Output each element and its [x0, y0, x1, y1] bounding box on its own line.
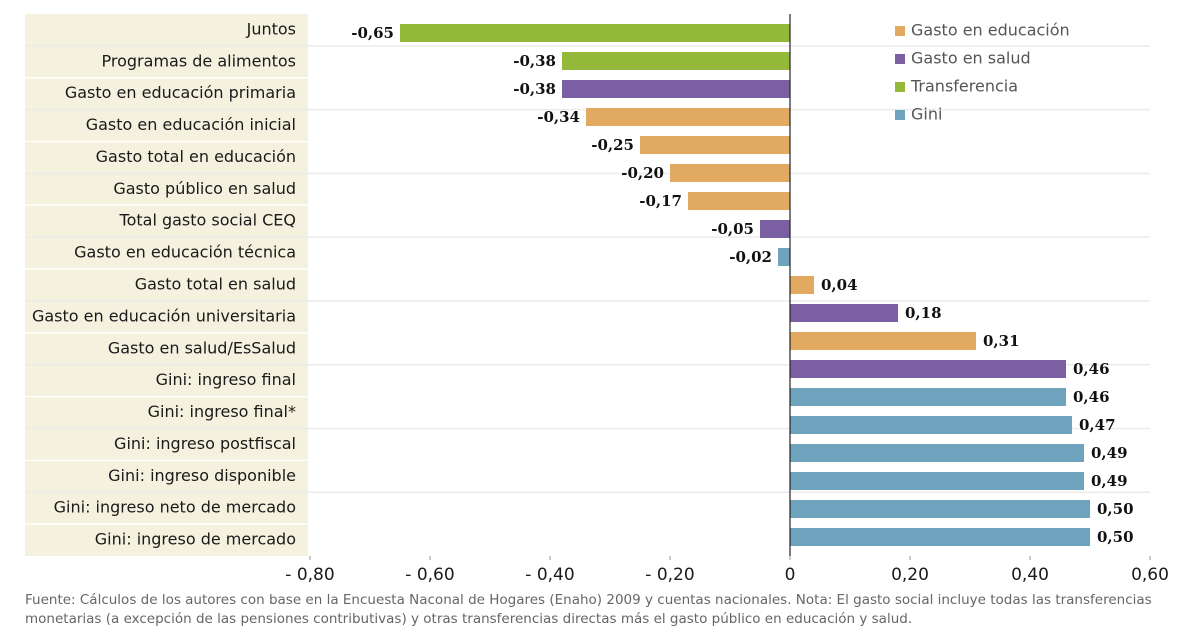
value-label: 0,47	[1079, 416, 1116, 434]
value-label: 0,04	[821, 276, 858, 294]
x-tick-label: 0	[785, 565, 796, 585]
row-label: Gini: ingreso postfiscal	[114, 434, 296, 453]
value-label: 0,49	[1091, 444, 1128, 462]
value-label: -0,65	[351, 24, 394, 42]
row-label: Juntos	[246, 19, 296, 38]
legend-label: Gini	[911, 105, 942, 124]
row-label: Gini: ingreso de mercado	[95, 530, 296, 549]
value-label: -0,38	[513, 52, 556, 70]
bar	[586, 108, 790, 126]
value-label: 0,18	[905, 304, 942, 322]
bar	[790, 332, 976, 350]
value-label: 0,49	[1091, 472, 1128, 490]
x-tick-label: - 0,20	[645, 565, 694, 585]
bar	[790, 388, 1066, 406]
x-tick-label: 0,40	[1011, 565, 1049, 585]
row-label: Gasto en educación técnica	[74, 243, 296, 262]
row-label: Gasto total en salud	[135, 275, 296, 294]
bar	[790, 276, 814, 294]
value-label: 0,31	[983, 332, 1020, 350]
value-label: -0,20	[621, 164, 664, 182]
bar	[562, 52, 790, 70]
value-label: -0,05	[711, 220, 754, 238]
bar	[562, 80, 790, 98]
row-label: Gasto en educación universitaria	[32, 306, 296, 325]
bar	[790, 416, 1072, 434]
value-label: -0,17	[639, 192, 682, 210]
row-label: Gasto en educación inicial	[86, 115, 296, 134]
legend-label: Transferencia	[910, 77, 1018, 96]
x-tick-label: 0,60	[1131, 565, 1169, 585]
bar	[790, 528, 1090, 546]
value-label: -0,38	[513, 80, 556, 98]
chart: Juntos Programas de alimentos Gasto en edu…	[25, 14, 1169, 585]
row-label: Gasto en educación primaria	[65, 83, 296, 102]
legend-swatch	[895, 82, 905, 92]
legend-swatch	[895, 110, 905, 120]
value-label: 0,46	[1073, 388, 1110, 406]
value-label: 0,50	[1097, 500, 1134, 518]
value-label: 0,50	[1097, 528, 1134, 546]
bar	[640, 136, 790, 154]
value-label: -0,02	[729, 248, 772, 266]
footnote: Fuente: Cálculos de los autores con base…	[25, 592, 1152, 627]
value-label: -0,25	[591, 136, 634, 154]
row-label: Gini: ingreso disponible	[108, 466, 296, 485]
bar	[790, 304, 898, 322]
x-tick-label: - 0,60	[405, 565, 454, 585]
row-label: Total gasto social CEQ	[119, 211, 296, 230]
legend-swatch	[895, 26, 905, 36]
bar	[790, 472, 1084, 490]
x-tick-label: - 0,80	[285, 565, 334, 585]
row-label: Gini: ingreso neto de mercado	[54, 498, 296, 517]
row-label: Gasto total en educación	[96, 147, 296, 166]
bar	[790, 360, 1066, 378]
row-label: Gini: ingreso final	[156, 370, 296, 389]
bar	[400, 24, 790, 42]
value-label: 0,46	[1073, 360, 1110, 378]
row-label: Programas de alimentos	[102, 51, 296, 70]
bar	[778, 248, 790, 266]
legend-label: Gasto en salud	[911, 49, 1031, 68]
bar	[670, 164, 790, 182]
legend-label: Gasto en educación	[911, 21, 1070, 40]
label-panel	[25, 14, 308, 556]
value-label: -0,34	[537, 108, 580, 126]
row-label: Gasto público en salud	[113, 179, 296, 198]
bar	[760, 220, 790, 238]
legend-swatch	[895, 54, 905, 64]
row-label: Gasto en salud/EsSalud	[108, 338, 296, 357]
x-tick-label: - 0,40	[525, 565, 574, 585]
bar	[790, 444, 1084, 462]
x-tick-label: 0,20	[891, 565, 929, 585]
bar	[790, 500, 1090, 518]
bar	[688, 192, 790, 210]
row-label: Gini: ingreso final*	[148, 402, 296, 421]
